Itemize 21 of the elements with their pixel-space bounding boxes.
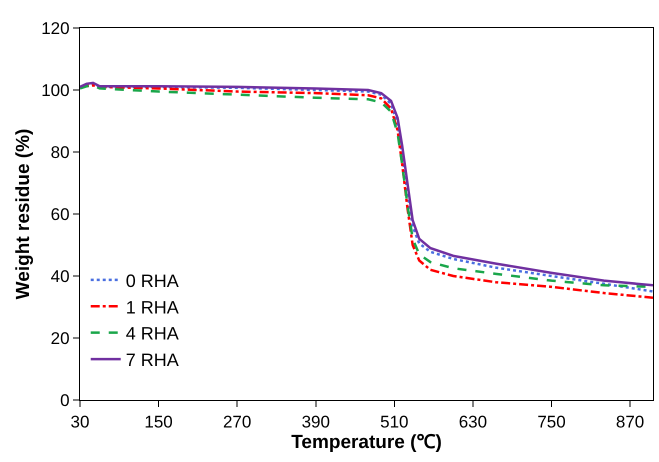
x-tick-label: 510 xyxy=(380,412,409,432)
x-tick-label: 270 xyxy=(222,412,252,432)
y-tick-label: 20 xyxy=(50,328,70,348)
legend-label: 7 RHA xyxy=(126,350,179,370)
legend-label: 1 RHA xyxy=(126,297,179,318)
x-tick-label: 30 xyxy=(70,412,90,432)
y-tick-label: 100 xyxy=(41,80,70,100)
x-axis-title: Temperature (℃) xyxy=(291,432,442,454)
x-tick-label: 870 xyxy=(616,412,644,432)
y-tick-label: 120 xyxy=(41,18,70,38)
y-tick-label: 0 xyxy=(60,390,70,410)
y-tick-label: 60 xyxy=(50,204,70,224)
x-tick-label: 750 xyxy=(537,412,566,432)
x-tick-label: 630 xyxy=(458,412,488,432)
y-axis-title: Weight residue (%) xyxy=(13,128,34,300)
x-tick-label: 390 xyxy=(302,412,330,432)
x-tick-label: 150 xyxy=(144,412,173,432)
y-tick-label: 80 xyxy=(50,142,70,162)
legend-label: 4 RHA xyxy=(126,324,179,344)
legend-label: 0 RHA xyxy=(126,270,179,291)
y-tick-label: 40 xyxy=(50,266,70,286)
